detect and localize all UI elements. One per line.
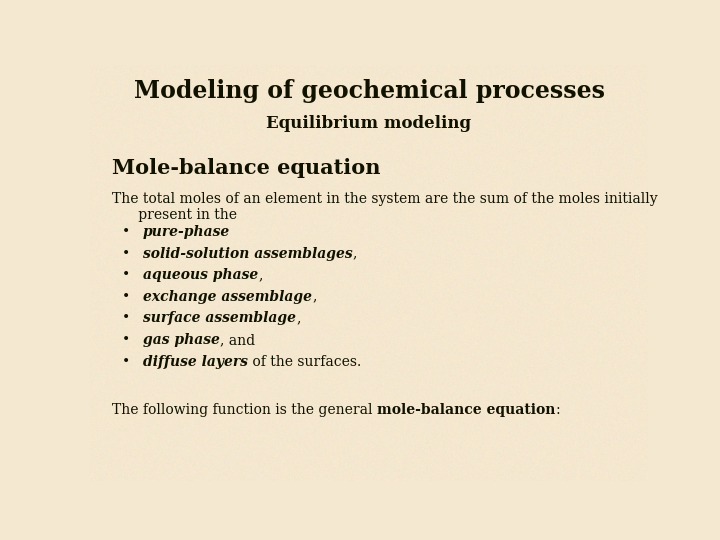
Text: aqueous phase: aqueous phase: [143, 268, 258, 282]
Text: •: •: [122, 355, 130, 369]
Text: •: •: [122, 225, 130, 239]
Text: •: •: [122, 246, 130, 260]
Text: •: •: [122, 290, 130, 303]
Text: ,: ,: [296, 312, 300, 326]
Text: •: •: [122, 268, 130, 282]
Text: ,: ,: [353, 246, 357, 260]
Text: Mole-balance equation: Mole-balance equation: [112, 158, 381, 178]
Text: present in the: present in the: [112, 208, 238, 222]
Text: •: •: [122, 333, 130, 347]
Text: of the surfaces.: of the surfaces.: [248, 355, 361, 369]
Text: diffuse layers: diffuse layers: [143, 355, 248, 369]
Text: The total moles of an element in the system are the sum of the moles initially: The total moles of an element in the sys…: [112, 192, 658, 206]
Text: ,: ,: [312, 290, 316, 303]
Text: Modeling of geochemical processes: Modeling of geochemical processes: [133, 79, 605, 103]
Text: Equilibrium modeling: Equilibrium modeling: [266, 114, 472, 132]
Text: gas phase: gas phase: [143, 333, 220, 347]
Text: ,: ,: [258, 268, 263, 282]
Text: pure-phase: pure-phase: [143, 225, 230, 239]
Text: exchange assemblage: exchange assemblage: [143, 290, 312, 303]
Text: mole-balance equation: mole-balance equation: [377, 403, 556, 417]
Text: solid-solution assemblages: solid-solution assemblages: [143, 246, 353, 260]
Text: , and: , and: [220, 333, 255, 347]
Text: :: :: [556, 403, 560, 417]
Text: The following function is the general: The following function is the general: [112, 403, 377, 417]
Text: surface assemblage: surface assemblage: [143, 312, 296, 326]
Text: •: •: [122, 312, 130, 326]
